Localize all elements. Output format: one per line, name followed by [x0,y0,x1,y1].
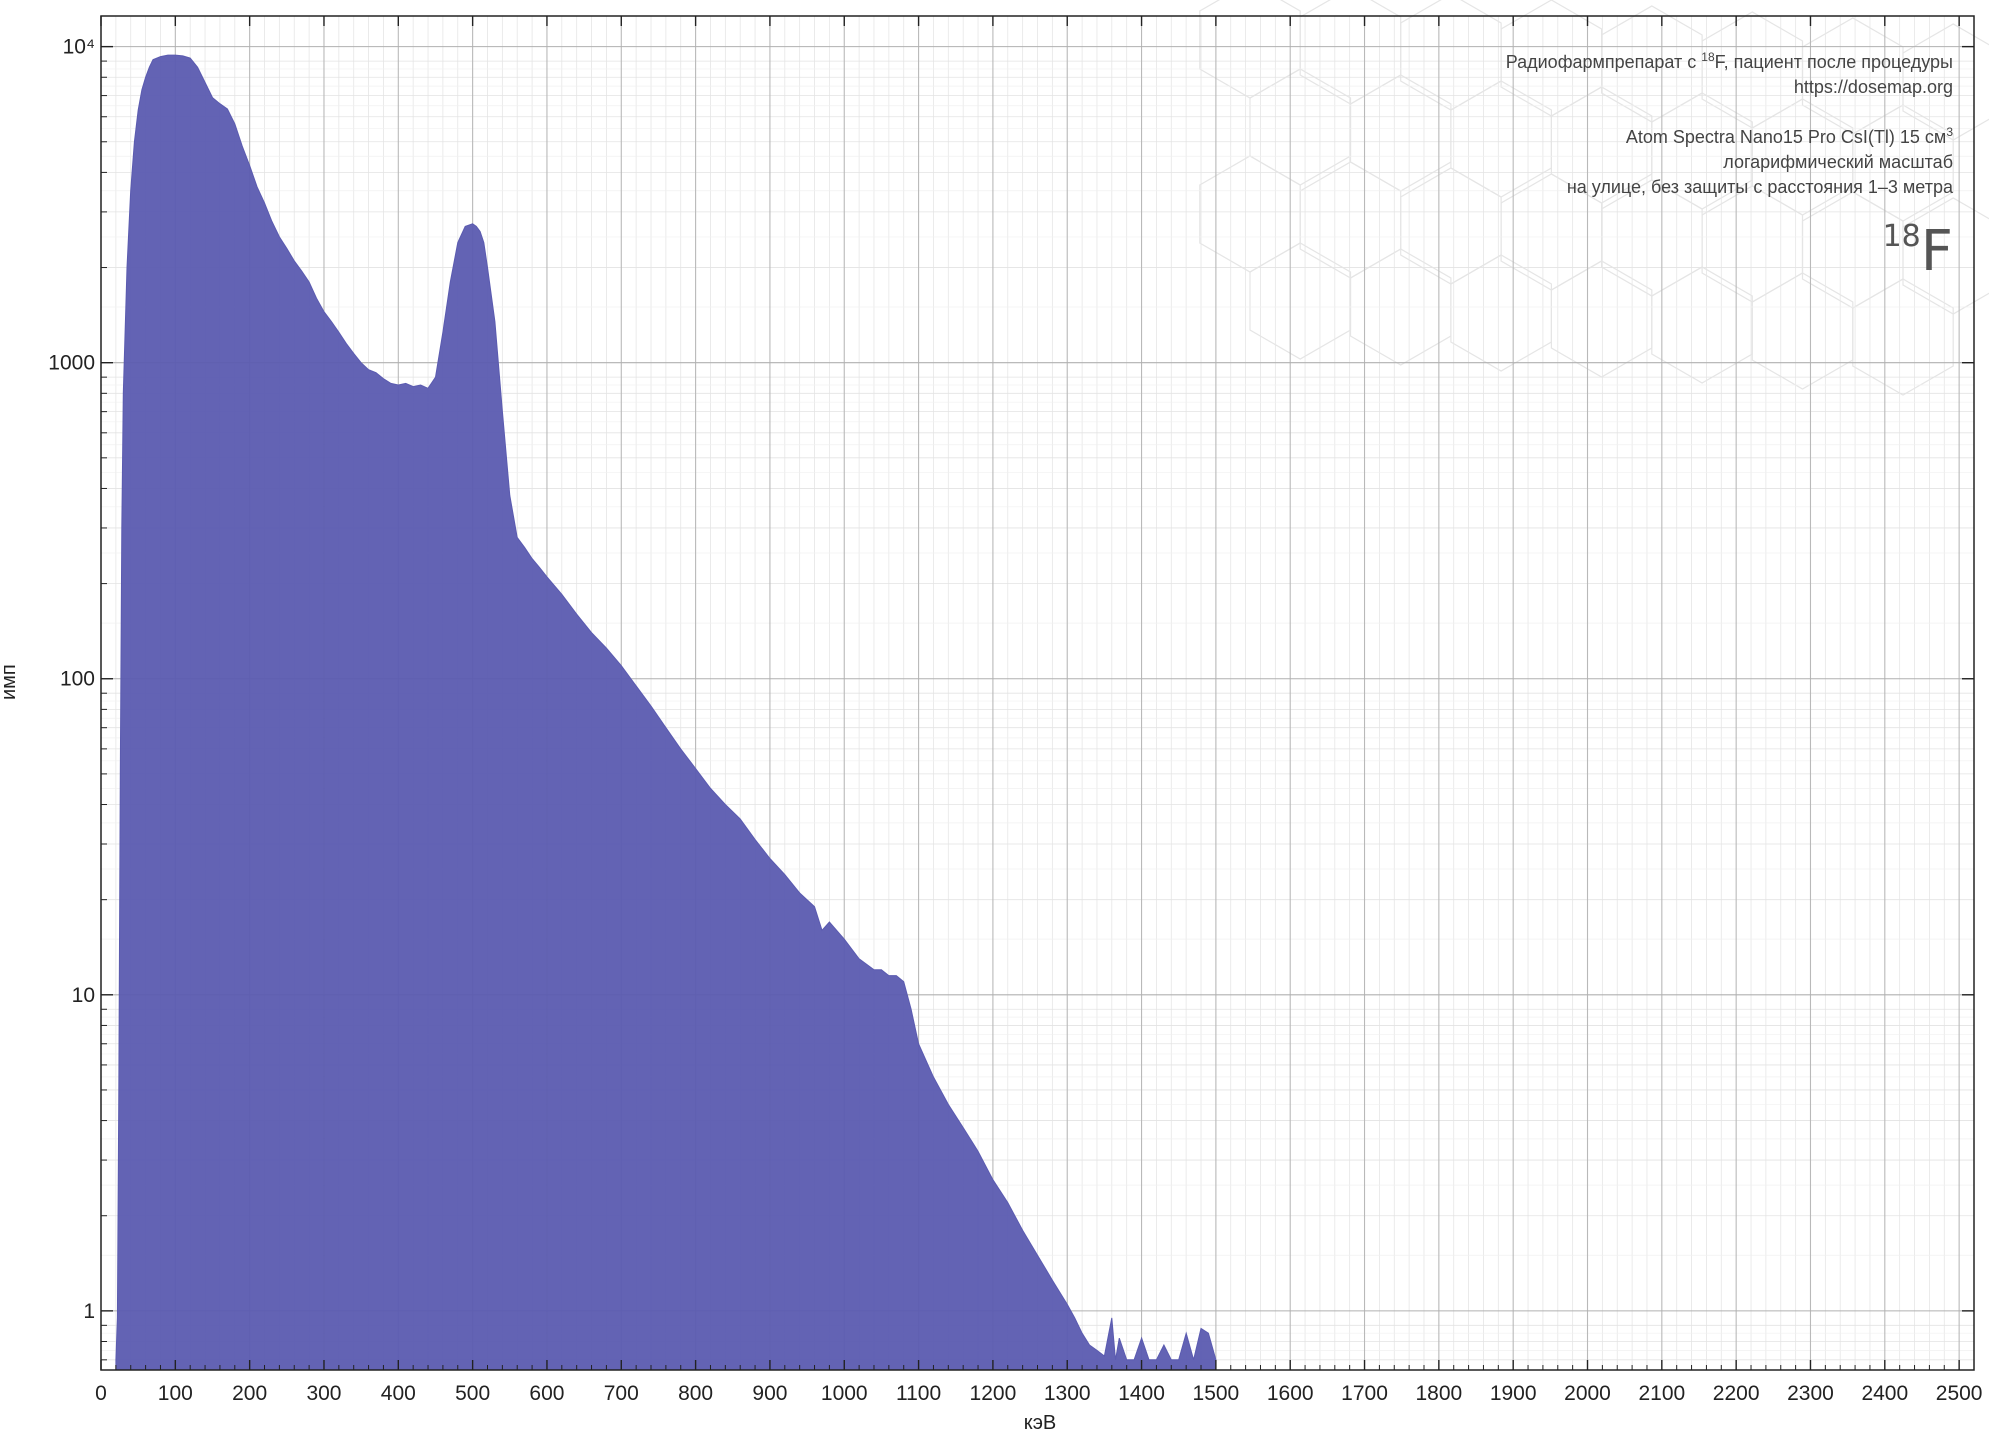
y-tick-label: 1000 [48,352,95,375]
x-axis-title: кэВ [1023,1412,1057,1434]
x-tick-label: 800 [678,1382,713,1405]
x-tick-label: 2300 [1787,1382,1834,1405]
x-tick-label: 1100 [896,1382,941,1405]
x-tick-label: 600 [529,1382,564,1405]
annotation-detector-text: Atom Spectra Nano15 Pro CsI(Tl) 15 см [1625,127,1947,147]
y-tick-label: 100 [60,668,95,691]
watermark-hexagon [1349,74,1452,192]
annotation-scale: логарифмический масштаб [1723,152,1953,172]
x-tick-label: 300 [306,1382,341,1405]
watermark-hexagon [1902,197,1989,315]
hexagon-watermark [1199,0,1989,396]
x-tick-label: 700 [604,1382,639,1405]
watermark-hexagon [1902,23,1989,141]
y-tick-label: 10 [72,984,95,1007]
x-tick-label: 1700 [1341,1382,1388,1405]
x-tick-label: 2500 [1936,1382,1983,1405]
chart-annotations: Радиофармпрепарат с 18F, пациент после п… [1506,50,1953,200]
spectrum-area-series [115,54,1217,1370]
x-tick-label: 0 [95,1382,107,1405]
watermark-hexagon [1199,155,1301,273]
x-tick-label: 1400 [1118,1382,1165,1405]
x-tick-label: 1000 [821,1382,868,1405]
annotation-url: https://dosemap.org [1793,77,1953,97]
watermark-hexagon [1550,260,1653,378]
x-tick-label: 100 [158,1382,193,1405]
x-tick-label: 200 [232,1382,267,1405]
y-tick-label: 1 [83,1300,95,1323]
annotation-source-text-2: F, пациент после процедуры [1714,52,1953,72]
x-tick-label: 1500 [1193,1382,1240,1405]
x-tick-label: 1600 [1267,1382,1314,1405]
x-tick-label: 2400 [1861,1382,1908,1405]
y-tick-label: 10⁴ [63,36,95,59]
isotope-symbol: F [1920,219,1953,284]
isotope-mass: 18 [1882,219,1921,254]
x-tick-label: 1200 [970,1382,1017,1405]
watermark-hexagon [1701,185,1804,303]
x-tick-label: 1300 [1044,1382,1091,1405]
watermark-hexagon [1651,266,1753,384]
isotope-label: 18F [1883,222,1953,282]
watermark-hexagon [1852,278,1954,396]
x-tick-label: 2000 [1564,1382,1611,1405]
x-tick-label: 1800 [1415,1382,1462,1405]
watermark-hexagon [1751,272,1854,390]
annotation-source: Радиофармпрепарат с 18F, пациент после п… [1506,50,1953,75]
x-tick-label: 900 [752,1382,787,1405]
watermark-hexagon [1249,242,1352,360]
watermark-hexagon [1400,167,1502,285]
x-tick-label: 500 [455,1382,490,1405]
annotation-detector: Atom Spectra Nano15 Pro CsI(Tl) 15 см3 [1506,125,1953,150]
tick-labels: 0 100 200 300 400 500 600 700 800 900 1000 1100 1200… [48,36,1982,1405]
watermark-hexagon [1199,0,1301,99]
annotation-source-text: Радиофармпрепарат с [1505,52,1702,72]
watermark-hexagon [1450,254,1553,372]
watermark-hexagon [1299,161,1402,279]
axis-ticks [100,16,1975,1370]
annotation-detector-sup: 3 [1946,125,1953,139]
x-tick-label: 2100 [1638,1382,1685,1405]
x-tick-label: 1900 [1490,1382,1537,1405]
annotation-source-sup: 18 [1701,50,1715,64]
y-axis-title: имп [0,664,20,700]
x-tick-label: 400 [381,1382,416,1405]
annotation-conditions: на улице, без защиты с расстояния 1–3 ме… [1566,177,1953,197]
x-tick-label: 2200 [1713,1382,1760,1405]
